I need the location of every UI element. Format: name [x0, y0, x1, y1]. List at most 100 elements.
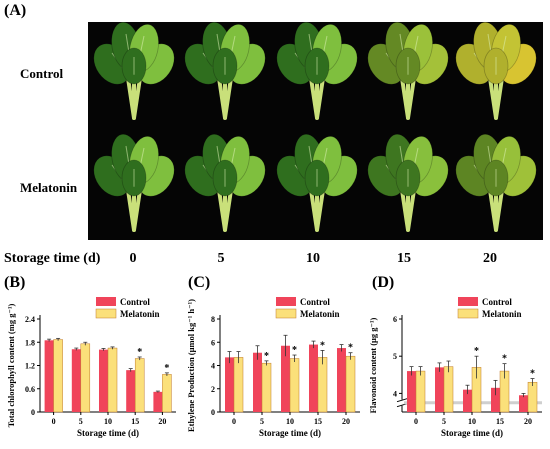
legend-swatch-melatonin: [457, 308, 479, 319]
melatonin-bar: [261, 362, 272, 413]
pak-choi-plant: [367, 21, 449, 120]
pak-choi-plant: [93, 21, 175, 120]
legend-label-melatonin: Melatonin: [120, 309, 160, 319]
y-tick-label: 8: [211, 315, 215, 324]
row-label-control: Control: [20, 66, 64, 81]
panel-b-label: (B): [4, 274, 26, 291]
x-tick-label: 0: [414, 417, 418, 426]
control-bar: [99, 349, 108, 412]
storage-day-0: 0: [129, 251, 137, 266]
y-axis-label: Ethylene Production (μmol kg⁻¹ h⁻¹): [186, 299, 196, 432]
x-tick-label: 5: [79, 417, 83, 426]
panel-c-label: (C): [188, 274, 211, 291]
melatonin-bar: [53, 339, 63, 413]
x-tick-label: 20: [342, 417, 350, 426]
melatonin-bar: [80, 343, 91, 413]
y-tick-label: 4: [393, 389, 397, 398]
flavonoid-chart: 4 5 6 0 5 * 10 * 15 * 20 Storage time (d) Flavonoid …: [368, 297, 542, 438]
panel-d-label: (D): [372, 274, 395, 291]
control-bar: [337, 348, 346, 412]
chlorophyll-chart: 0 0.6 1.2 1.8 2.4 0 5 10 * 15 * 20 Storage time (d) T…: [6, 297, 176, 438]
y-tick-label: 6: [211, 338, 215, 347]
pak-choi-plant: [184, 133, 266, 232]
legend-swatch-control: [458, 297, 478, 306]
x-tick-label: 10: [468, 417, 476, 426]
legend-swatch-control: [276, 297, 296, 306]
control-bar: [435, 367, 444, 412]
pak-choi-plant: [184, 21, 266, 120]
x-tick-label: 15: [496, 417, 504, 426]
x-axis-label: Storage time (d): [441, 428, 503, 438]
control-bar: [153, 391, 163, 412]
legend-label-control: Control: [300, 297, 330, 307]
melatonin-bar: [345, 355, 356, 413]
x-tick-label: 5: [260, 417, 264, 426]
pak-choi-plant: [276, 21, 358, 120]
legend-swatch-melatonin: [95, 308, 117, 319]
storage-day-10: 10: [306, 251, 320, 266]
melatonin-bar: [317, 357, 328, 413]
x-tick-label: 0: [52, 417, 56, 426]
pak-choi-plant: [455, 21, 537, 120]
axis-break-mark: [396, 403, 408, 408]
row-label-melatonin: Melatonin: [20, 180, 78, 195]
y-tick-label: 5: [393, 352, 397, 361]
control-bar: [491, 387, 500, 412]
melatonin-bar: [134, 358, 145, 413]
leaf-photograph: [88, 21, 543, 240]
legend-swatch-melatonin: [275, 308, 297, 319]
x-tick-label: 0: [232, 417, 236, 426]
y-tick-label: 4: [211, 362, 215, 371]
y-tick-label: 2: [211, 385, 215, 394]
significance-star: *: [164, 363, 169, 374]
y-axis-label: Flavonoid content (μg g⁻¹): [368, 317, 378, 413]
significance-star: *: [264, 351, 269, 362]
melatonin-bar: [289, 358, 300, 413]
significance-star: *: [474, 346, 479, 357]
pak-choi-plant: [276, 133, 358, 232]
melatonin-bar: [162, 374, 172, 413]
pak-choi-plant: [93, 133, 175, 232]
x-tick-label: 15: [314, 417, 322, 426]
control-bar: [407, 371, 416, 412]
panel-a-label: (A): [4, 2, 27, 19]
control-bar: [71, 349, 81, 412]
axis-break-gap: [398, 399, 406, 406]
significance-star: *: [137, 347, 142, 358]
x-tick-label: 10: [286, 417, 294, 426]
significance-star: *: [348, 343, 353, 354]
pak-choi-plant: [367, 133, 449, 232]
significance-star: *: [320, 340, 325, 351]
melatonin-bar: [107, 347, 118, 413]
y-tick-label: 0: [211, 408, 215, 417]
ethylene-chart: 0 2 4 6 8 0 * 5 * 10 * 15 * 20 Storage time (d) Ethylen…: [186, 297, 360, 438]
x-axis-label: Storage time (d): [77, 428, 139, 438]
x-axis-label: Storage time (d): [259, 428, 321, 438]
y-tick-label: 0: [31, 408, 35, 417]
storage-day-5: 5: [217, 251, 225, 266]
melatonin-bar: [443, 366, 454, 413]
storage-time-title: Storage time (d): [4, 251, 101, 266]
pak-choi-photo-svg: [93, 21, 537, 232]
control-bar: [225, 357, 234, 412]
x-tick-label: 10: [104, 417, 112, 426]
control-bar: [281, 345, 290, 412]
x-tick-label: 15: [131, 417, 139, 426]
control-bar: [44, 340, 54, 412]
y-tick-label: 2.4: [25, 315, 35, 324]
control-bar: [126, 370, 136, 412]
x-tick-label: 20: [524, 417, 532, 426]
x-tick-label: 20: [158, 417, 166, 426]
y-tick-label: 0.6: [25, 385, 35, 394]
legend-label-control: Control: [482, 297, 512, 307]
legend-label-melatonin: Melatonin: [300, 309, 340, 319]
x-tick-label: 5: [442, 417, 446, 426]
legend-label-melatonin: Melatonin: [482, 309, 522, 319]
control-bar: [253, 352, 262, 412]
control-bar: [519, 395, 528, 412]
y-tick-label: 6: [393, 315, 397, 324]
significance-star: *: [292, 345, 297, 356]
significance-star: *: [502, 354, 507, 365]
control-bar: [309, 344, 318, 412]
legend-label-control: Control: [120, 297, 150, 307]
